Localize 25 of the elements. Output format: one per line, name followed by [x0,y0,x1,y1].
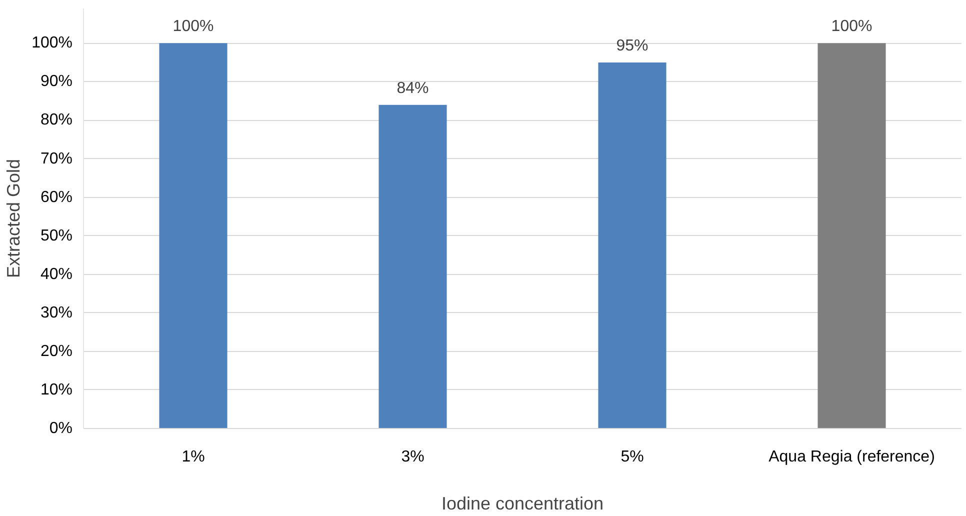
data-label: 100% [172,18,214,36]
x-axis-title: Iodine concentration [441,494,604,514]
x-tick-label: 5% [620,448,644,466]
y-tick-label: 40% [40,266,73,283]
y-axis-title: Extracted Gold [4,158,24,278]
x-tick-label: 3% [401,448,424,466]
y-tick-label: 10% [40,381,73,398]
y-tick-label: 50% [40,227,73,244]
bar [159,43,228,428]
x-tick-label: 1% [182,448,205,466]
y-tick-label: 70% [40,150,73,168]
y-tick-label: 0% [49,420,72,437]
bar [598,62,666,428]
y-tick-label: 80% [40,112,73,129]
bar [378,104,447,428]
data-label: 84% [396,80,429,97]
data-label: 100% [831,18,872,36]
y-tick-label: 20% [40,342,73,360]
data-label: 95% [616,37,648,54]
x-tick-label: Aqua Regia (reference) [768,448,935,466]
y-tick-label: 100% [32,34,72,52]
y-tick-label: 60% [40,188,73,206]
y-tick-label: 30% [40,304,73,322]
y-tick-label: 90% [40,73,73,90]
bar [818,43,886,428]
